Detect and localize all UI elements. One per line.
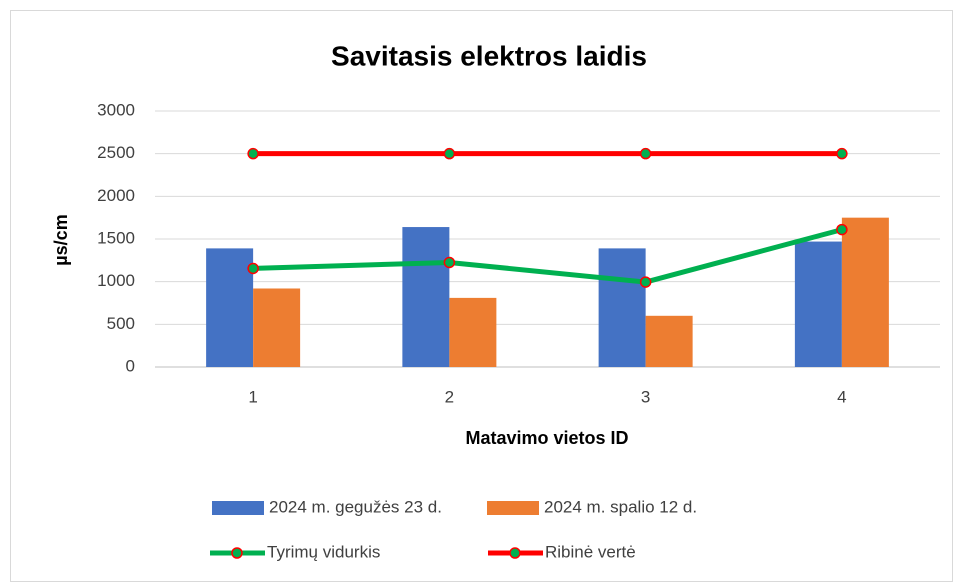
y-tick-label: 1000 [97,271,135,290]
legend-label: Tyrimų vidurkis [267,542,380,561]
legend-marker [231,547,243,559]
line [253,227,843,285]
y-tick-label: 500 [107,314,135,333]
bar [598,248,646,367]
y-tick-label: 2500 [97,143,135,162]
legend-marker [509,547,521,559]
bar [794,241,842,367]
bar [449,297,497,367]
legend-swatch [212,501,264,515]
marker [836,147,848,160]
y-tick-label: 1500 [97,228,135,247]
bar [402,227,450,367]
x-tick-label: 2 [445,387,454,406]
marker [443,147,456,160]
legend-label: 2024 m. gegužės 23 d. [269,497,442,516]
marker [639,276,652,288]
x-tick-label: 1 [248,387,257,406]
chart-title: Savitasis elektros laidis [331,40,647,71]
marker [443,256,456,269]
legend-label: 2024 m. spalio 12 d. [544,497,697,516]
y-tick-label: 3000 [97,100,135,119]
x-tick-label: 3 [641,387,650,406]
legend-swatch [487,501,539,515]
y-axis-title: µs/cm [51,214,71,265]
marker [639,147,652,160]
marker [247,147,259,160]
x-tick-label: 4 [837,387,846,406]
bar [841,217,889,367]
bar [253,288,301,367]
y-tick-label: 0 [126,356,135,375]
bar [206,248,254,367]
x-axis-title: Matavimo vietos ID [465,428,628,448]
bar [645,315,693,367]
marker [247,262,259,275]
y-tick-label: 2000 [97,186,135,205]
legend-label: Ribinė vertė [545,542,636,561]
marker [836,223,848,236]
